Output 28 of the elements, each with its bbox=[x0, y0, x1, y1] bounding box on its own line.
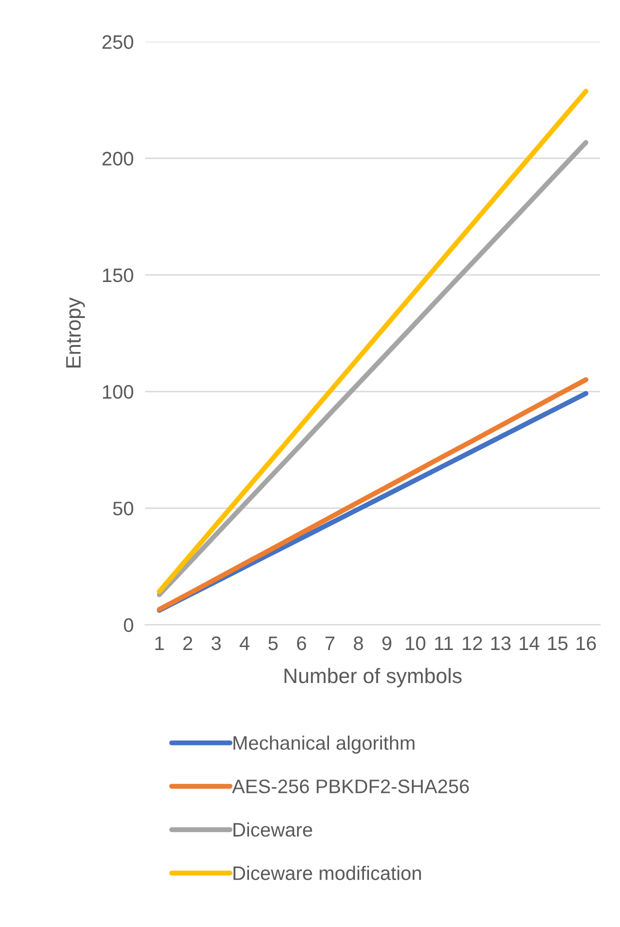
y-tick-label: 0 bbox=[124, 618, 134, 632]
legend-label: Mechanical algorithm bbox=[234, 736, 414, 754]
x-tick-label: 10 bbox=[406, 636, 426, 650]
legend-label: Diceware modification bbox=[234, 866, 421, 880]
x-tick-label: 7 bbox=[326, 636, 334, 650]
y-tick-label: 100 bbox=[103, 385, 134, 399]
x-tick-label: 12 bbox=[462, 636, 482, 650]
x-tick-label: 9 bbox=[382, 636, 392, 650]
x-tick-label: 13 bbox=[491, 636, 511, 650]
y-tick-label: 50 bbox=[113, 502, 134, 516]
y-tick-label: 200 bbox=[102, 152, 134, 166]
x-tick-label: 3 bbox=[212, 636, 221, 650]
x-tick-label: 8 bbox=[354, 636, 363, 650]
legend-label: Diceware bbox=[234, 822, 312, 837]
x-tick-label: 1 bbox=[155, 636, 164, 650]
x-axis-title: Number of symbols bbox=[284, 668, 462, 688]
legend-label: AES-256 PBKDF2-SHA256 bbox=[232, 780, 469, 794]
x-tick-label: 5 bbox=[268, 636, 278, 650]
x-tick-label: 6 bbox=[297, 636, 306, 650]
x-tick-label: 11 bbox=[435, 636, 453, 650]
x-tick-label: 14 bbox=[520, 636, 540, 650]
x-tick-label: 2 bbox=[183, 636, 192, 650]
y-tick-label: 250 bbox=[102, 35, 134, 49]
x-tick-label: 4 bbox=[240, 636, 250, 650]
y-axis-title: Entropy bbox=[66, 297, 85, 368]
y-tick-label: 150 bbox=[103, 268, 134, 282]
x-tick-label: 15 bbox=[548, 636, 568, 650]
x-tick-label: 16 bbox=[576, 636, 596, 650]
